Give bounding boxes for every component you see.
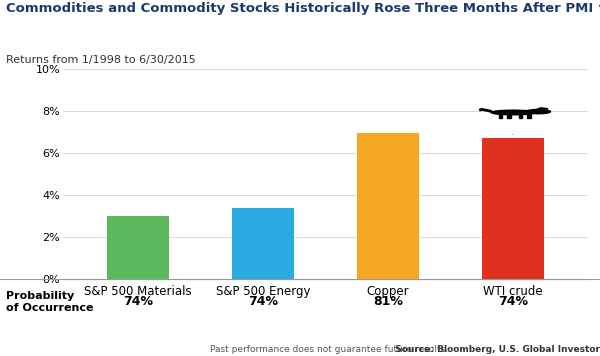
- Text: Returns from 1/1998 to 6/30/2015: Returns from 1/1998 to 6/30/2015: [6, 55, 196, 65]
- Text: Past performance does not guarantee future results.: Past performance does not guarantee futu…: [210, 345, 448, 354]
- Text: 81%: 81%: [373, 295, 403, 308]
- Bar: [508, 114, 511, 118]
- Text: ♥: ♥: [512, 134, 514, 135]
- Polygon shape: [534, 108, 548, 110]
- Ellipse shape: [491, 110, 535, 115]
- Circle shape: [526, 110, 551, 114]
- Text: 74%: 74%: [123, 295, 153, 308]
- Bar: [499, 114, 502, 118]
- Text: 74%: 74%: [498, 295, 528, 308]
- Text: Commodities and Commodity Stocks Historically Rose Three Months After PMI “Cross: Commodities and Commodity Stocks Histori…: [6, 2, 600, 15]
- Bar: [232, 208, 294, 279]
- Bar: [107, 216, 169, 279]
- Bar: [357, 134, 419, 279]
- Bar: [482, 138, 544, 279]
- Bar: [518, 114, 523, 118]
- Text: Probability
of Occurrence: Probability of Occurrence: [6, 291, 94, 313]
- Text: 74%: 74%: [248, 295, 278, 308]
- Bar: [527, 114, 531, 118]
- Text: Source: Bloomberg, U.S. Global Investors: Source: Bloomberg, U.S. Global Investors: [389, 345, 600, 354]
